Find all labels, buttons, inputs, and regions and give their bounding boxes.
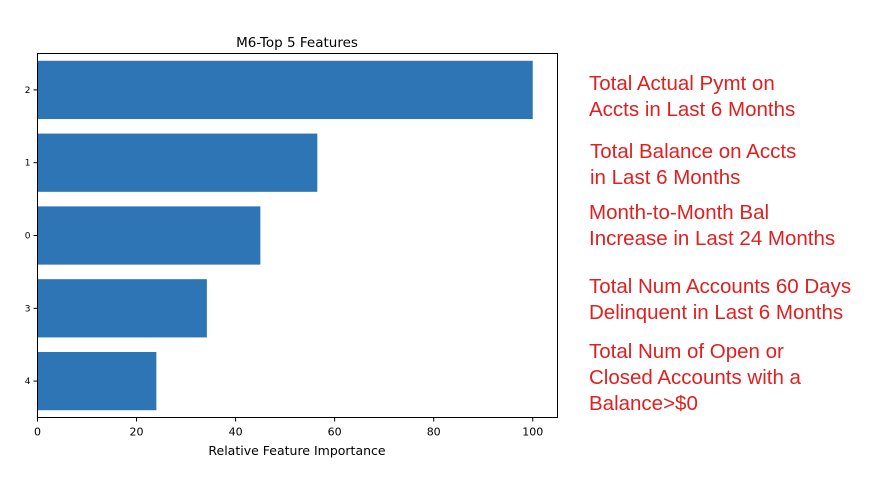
- annotation-line: Total Balance on Accts: [590, 140, 797, 163]
- annotation-feature-1: Total Balance on Accts in Last 6 Months: [590, 139, 796, 191]
- annotation-feature-0: Month-to-Month Bal Increase in Last 24 M…: [589, 200, 835, 252]
- annotation-line: Delinquent in Last 6 Months: [589, 301, 844, 324]
- y-tick-label: 3: [25, 304, 31, 314]
- annotation-line: Total Num Accounts 60 Days: [589, 275, 852, 298]
- bars-group: [37, 60, 533, 411]
- chart-title: M6-Top 5 Features: [236, 35, 358, 51]
- x-ticks-group: 0 20 40 60 80 100: [34, 417, 543, 439]
- bar-feature-3: [37, 279, 207, 338]
- bar-feature-1: [37, 133, 318, 192]
- x-tick-label: 0: [34, 426, 41, 439]
- x-tick-label: 80: [427, 426, 441, 439]
- x-tick-label: 20: [130, 426, 144, 439]
- annotation-line: Accts in Last 6 Months: [589, 98, 796, 121]
- x-tick-label: 100: [522, 426, 543, 439]
- x-axis-label: Relative Feature Importance: [208, 443, 386, 458]
- bar-feature-2: [37, 60, 533, 120]
- annotation-line: in Last 6 Months: [590, 166, 741, 189]
- bar-feature-4: [37, 351, 157, 411]
- y-tick-label: 4: [25, 377, 31, 387]
- annotation-line: Balance>$0: [589, 392, 698, 415]
- y-ticks-group: 2 1 0 3 4: [25, 86, 38, 387]
- y-tick-label: 1: [25, 159, 31, 169]
- x-tick-label: 60: [328, 426, 342, 439]
- y-tick-label: 0: [25, 232, 31, 242]
- x-tick-label: 40: [229, 426, 243, 439]
- plot-frame: [37, 53, 558, 418]
- annotation-feature-3: Total Num Accounts 60 Days Delinquent in…: [589, 274, 851, 326]
- annotation-feature-2: Total Actual Pymt on Accts in Last 6 Mon…: [589, 71, 795, 123]
- annotation-feature-4: Total Num of Open or Closed Accounts wit…: [589, 339, 801, 417]
- annotation-line: Closed Accounts with a: [589, 366, 801, 389]
- annotation-line: Total Actual Pymt on: [589, 72, 775, 95]
- bar-feature-0: [37, 206, 261, 265]
- y-tick-label: 2: [25, 86, 31, 96]
- annotation-line: Month-to-Month Bal: [589, 201, 770, 224]
- annotation-line: Total Num of Open or: [589, 340, 784, 363]
- annotation-line: Increase in Last 24 Months: [589, 227, 836, 250]
